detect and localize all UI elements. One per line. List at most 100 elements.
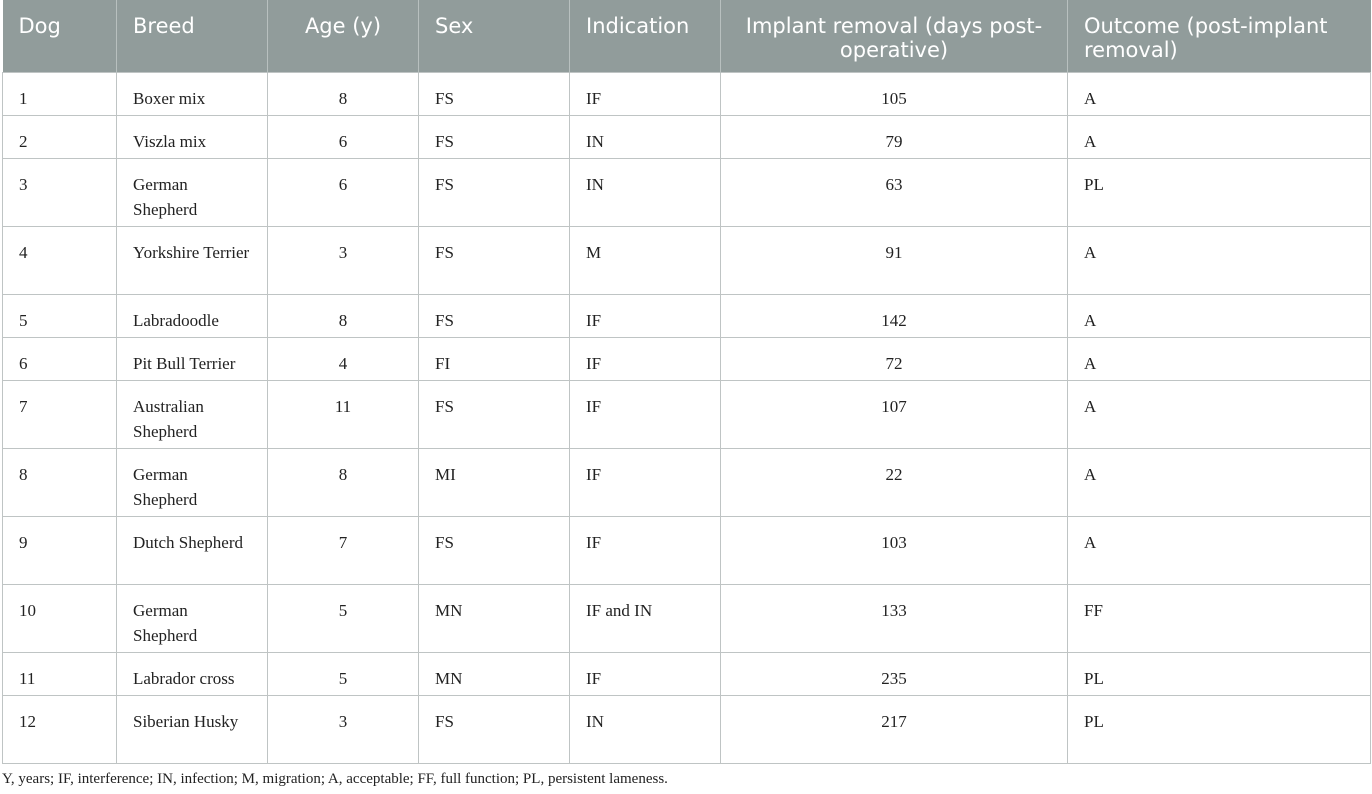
cell-outcome: A [1067,71,1371,116]
cell-sex: FS [418,71,570,116]
cell-breed: Labrador cross [116,651,268,696]
cell-indication: IF [569,71,721,116]
cell-removal: 72 [720,336,1068,381]
table-row: 1 Boxer mix 8 FS IF 105 A [2,71,1371,116]
cell-breed: Viszla mix [116,114,268,159]
cell-removal: 142 [720,293,1068,338]
cell-sex: FS [418,379,570,449]
cell-indication: IF and IN [569,583,721,653]
cell-outcome: FF [1067,583,1371,653]
table-row: 6 Pit Bull Terrier 4 FI IF 72 A [2,336,1371,381]
table-row: 9 Dutch Shepherd 7 FS IF 103 A [2,515,1371,585]
cell-age: 6 [267,157,419,227]
header-implant-removal: Implant removal (days post-operative) [720,0,1068,72]
cell-dog: 10 [2,583,117,653]
cell-indication: IN [569,157,721,227]
cell-dog: 11 [2,651,117,696]
cell-indication: IF [569,651,721,696]
cell-dog: 1 [2,71,117,116]
cell-indication: IF [569,447,721,517]
table-row: 2 Viszla mix 6 FS IN 79 A [2,114,1371,159]
cell-age: 5 [267,651,419,696]
table-row: 11 Labrador cross 5 MN IF 235 PL [2,651,1371,696]
header-indication: Indication [569,0,721,72]
cell-indication: IF [569,336,721,381]
cell-sex: FI [418,336,570,381]
data-table-container: Dog Breed Age (y) Sex Indication Implant… [2,0,1371,764]
cell-removal: 107 [720,379,1068,449]
cell-age: 4 [267,336,419,381]
cell-age: 8 [267,447,419,517]
cell-breed: Dutch Shepherd [116,515,268,585]
cell-dog: 6 [2,336,117,381]
cell-outcome: A [1067,336,1371,381]
cell-sex: FS [418,694,570,764]
cell-removal: 105 [720,71,1068,116]
cell-breed: German Shepherd [116,447,268,517]
cell-removal: 235 [720,651,1068,696]
cell-dog: 2 [2,114,117,159]
cell-dog: 4 [2,225,117,295]
cell-outcome: A [1067,114,1371,159]
cell-outcome: PL [1067,157,1371,227]
table-row: 12 Siberian Husky 3 FS IN 217 PL [2,694,1371,764]
header-age: Age (y) [267,0,419,72]
cell-sex: MN [418,651,570,696]
cell-breed: Australian Shepherd [116,379,268,449]
cell-indication: IF [569,515,721,585]
cell-age: 6 [267,114,419,159]
cell-dog: 5 [2,293,117,338]
cell-sex: FS [418,157,570,227]
cell-breed: German Shepherd [116,157,268,227]
cell-age: 5 [267,583,419,653]
cell-outcome: A [1067,293,1371,338]
cell-removal: 91 [720,225,1068,295]
cell-removal: 22 [720,447,1068,517]
cell-dog: 9 [2,515,117,585]
cell-sex: FS [418,515,570,585]
cell-outcome: PL [1067,694,1371,764]
cell-outcome: A [1067,225,1371,295]
cell-dog: 12 [2,694,117,764]
cell-removal: 103 [720,515,1068,585]
cell-indication: IF [569,379,721,449]
header-dog: Dog [2,0,117,72]
cell-age: 3 [267,694,419,764]
header-sex: Sex [418,0,570,72]
cell-indication: IN [569,114,721,159]
cell-age: 8 [267,71,419,116]
header-outcome: Outcome (post-implant removal) [1067,0,1371,72]
cell-indication: IF [569,293,721,338]
table-row: 4 Yorkshire Terrier 3 FS M 91 A [2,225,1371,295]
cell-indication: IN [569,694,721,764]
cell-removal: 217 [720,694,1068,764]
cell-indication: M [569,225,721,295]
cell-dog: 8 [2,447,117,517]
cell-age: 8 [267,293,419,338]
cell-breed: Pit Bull Terrier [116,336,268,381]
cell-breed: Yorkshire Terrier [116,225,268,295]
cell-breed: Siberian Husky [116,694,268,764]
dog-implant-table: Dog Breed Age (y) Sex Indication Implant… [2,0,1371,764]
cell-age: 7 [267,515,419,585]
table-row: 7 Australian Shepherd 11 FS IF 107 A [2,379,1371,449]
cell-outcome: PL [1067,651,1371,696]
cell-age: 11 [267,379,419,449]
table-row: 10 German Shepherd 5 MN IF and IN 133 FF [2,583,1371,653]
header-row: Dog Breed Age (y) Sex Indication Implant… [2,0,1371,72]
table-row: 5 Labradoodle 8 FS IF 142 A [2,293,1371,338]
cell-breed: German Shepherd [116,583,268,653]
cell-sex: MI [418,447,570,517]
cell-dog: 7 [2,379,117,449]
cell-removal: 133 [720,583,1068,653]
cell-sex: MN [418,583,570,653]
header-breed: Breed [116,0,268,72]
cell-removal: 63 [720,157,1068,227]
cell-age: 3 [267,225,419,295]
cell-breed: Boxer mix [116,71,268,116]
table-row: 3 German Shepherd 6 FS IN 63 PL [2,157,1371,227]
table-footnote: Y, years; IF, interference; IN, infectio… [2,771,668,787]
table-row: 8 German Shepherd 8 MI IF 22 A [2,447,1371,517]
cell-removal: 79 [720,114,1068,159]
cell-outcome: A [1067,447,1371,517]
